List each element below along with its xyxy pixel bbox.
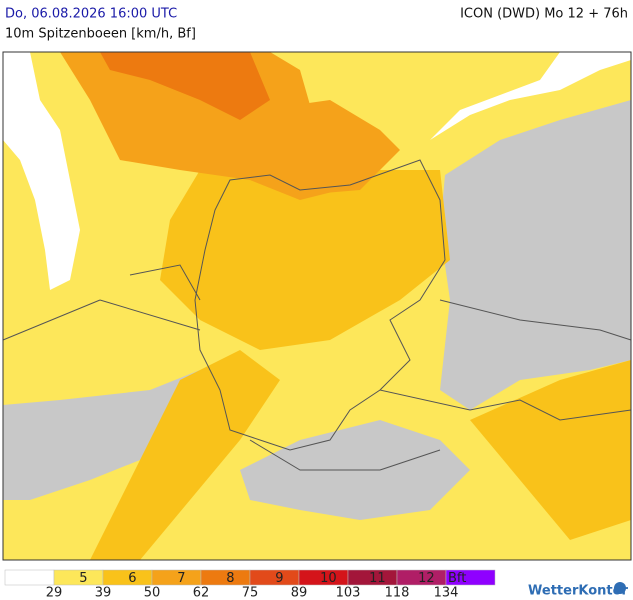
logo: WetterKontor xyxy=(528,582,629,599)
map-frame xyxy=(2,51,632,561)
logo-icon xyxy=(614,582,626,594)
legend-class-label: 9 xyxy=(275,571,283,586)
legend-class-label: Bft xyxy=(448,571,466,586)
calm-sea xyxy=(3,52,80,290)
calm-sea xyxy=(430,52,631,140)
legend-threshold: 75 xyxy=(242,586,259,600)
map-area xyxy=(2,51,632,561)
gust-region xyxy=(100,52,270,120)
legend-threshold: 29 xyxy=(46,586,63,600)
legend-threshold: 134 xyxy=(434,586,459,600)
legend-threshold: 118 xyxy=(385,586,410,600)
legend-class-label: 10 xyxy=(320,571,337,586)
legend-swatch xyxy=(445,569,496,586)
model-run: ICON (DWD) Mo 12 + 76h xyxy=(460,7,628,22)
legend-class-label: 8 xyxy=(226,571,234,586)
legend-threshold: 50 xyxy=(144,586,161,600)
legend-swatch xyxy=(4,569,55,586)
legend-class-label: 12 xyxy=(418,571,435,586)
gust-region xyxy=(160,170,450,350)
legend-threshold: 39 xyxy=(95,586,112,600)
logo-text: WetterKontor xyxy=(528,584,629,599)
country-border xyxy=(194,159,446,451)
legend-threshold: 62 xyxy=(193,586,210,600)
legend-class-label: 7 xyxy=(177,571,185,586)
legend-threshold: 103 xyxy=(336,586,361,600)
gust-region xyxy=(470,360,631,540)
gust-region xyxy=(90,350,280,560)
legend-class-label: 6 xyxy=(128,571,136,586)
forecast-time: Do, 06.08.2026 16:00 UTC xyxy=(5,7,177,22)
parameter-label: 10m Spitzenboeen [km/h, Bf] xyxy=(5,27,196,42)
gust-region xyxy=(260,100,400,195)
legend-class-label: 5 xyxy=(79,571,87,586)
low-gust-region xyxy=(3,370,200,500)
country-border xyxy=(2,264,632,471)
low-gust-region xyxy=(440,100,631,410)
legend-threshold: 89 xyxy=(291,586,308,600)
legend-class-label: 11 xyxy=(369,571,386,586)
